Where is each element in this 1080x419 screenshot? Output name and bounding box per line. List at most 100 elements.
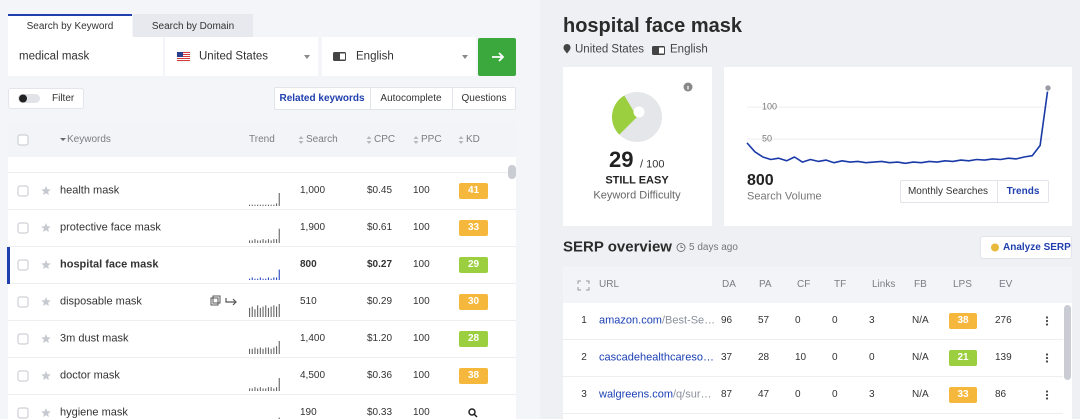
mode-tab[interactable]: Related keywords — [279, 93, 365, 104]
volume-toggle-separator — [997, 181, 998, 202]
dropdown-arrow — [462, 55, 468, 59]
keyword[interactable]: hospital face mask — [60, 258, 159, 271]
sort-icon — [413, 141, 419, 144]
row-menu-dot[interactable] — [1045, 316, 1049, 319]
keyword-row[interactable] — [8, 395, 516, 419]
serp-rank: 1 — [581, 315, 587, 326]
cpc: $1.20 — [367, 333, 393, 344]
language-value[interactable]: English — [356, 50, 394, 63]
favorite-star[interactable] — [41, 260, 51, 269]
filter-label[interactable]: Filter — [52, 93, 75, 104]
column-header[interactable]: KD — [466, 134, 480, 145]
open-icon[interactable] — [225, 298, 237, 306]
column-header[interactable]: CPC — [374, 134, 396, 145]
copy-icon[interactable] — [210, 297, 219, 306]
favorite-star[interactable] — [41, 223, 51, 232]
keyword[interactable]: disposable mask — [60, 295, 142, 308]
analyze-serp-button[interactable] — [980, 236, 1072, 259]
keyword[interactable]: 3m dust mask — [60, 332, 129, 345]
checkbox[interactable] — [17, 333, 29, 345]
mode-tab[interactable]: Questions — [461, 93, 507, 104]
kd-search-icon[interactable] — [468, 408, 476, 416]
location-value[interactable]: United States — [199, 50, 269, 63]
checkbox[interactable] — [17, 407, 29, 419]
column-header[interactable]: PPC — [421, 134, 442, 145]
keyword[interactable]: doctor mask — [60, 369, 120, 382]
keyword-input-value[interactable]: medical mask — [19, 50, 90, 63]
row-menu-dot[interactable] — [1045, 323, 1049, 326]
checkbox[interactable] — [17, 296, 29, 308]
keyword[interactable]: hygiene mask — [60, 406, 128, 419]
sort-icon — [413, 136, 419, 139]
lps-value: 38 — [957, 315, 969, 326]
kd-value: 38 — [467, 370, 480, 381]
row-menu-dot[interactable] — [1045, 319, 1049, 323]
tab[interactable] — [8, 14, 132, 37]
keyword-title: hospital face mask — [563, 15, 742, 37]
serp-domain[interactable]: cascadehealthcareso… — [599, 351, 714, 364]
checkbox[interactable] — [17, 185, 29, 197]
filter-button[interactable] — [8, 88, 84, 109]
row-menu-dot[interactable] — [1045, 393, 1049, 397]
keyword-row[interactable] — [8, 247, 516, 284]
trend-bar — [265, 347, 267, 354]
serp-path[interactable]: /Best-Se… — [661, 314, 716, 327]
language-select[interactable] — [322, 37, 476, 76]
analyze-serp-label[interactable]: Analyze SERP — [1003, 242, 1071, 253]
keyword-row[interactable] — [8, 321, 516, 358]
keyword[interactable]: health mask — [60, 184, 120, 197]
location-select[interactable] — [165, 37, 318, 76]
checkbox[interactable] — [17, 370, 29, 382]
cpc: $0.36 — [367, 370, 393, 381]
tab-label[interactable]: Search by Domain — [151, 21, 235, 32]
kd-badge — [459, 294, 488, 310]
lps-badge — [949, 313, 977, 329]
keyword-row[interactable] — [8, 284, 516, 321]
tab[interactable] — [133, 14, 253, 37]
keyword[interactable]: protective face mask — [60, 221, 161, 234]
serp-domain[interactable]: walgreens.com — [599, 388, 673, 401]
checkbox[interactable] — [17, 259, 29, 271]
volume-toggle-button[interactable]: Monthly Searches — [907, 185, 989, 197]
keyword-row[interactable] — [8, 358, 516, 395]
location-pin — [563, 44, 571, 54]
trend-bar — [262, 239, 264, 243]
favorite-star[interactable] — [41, 408, 51, 417]
trend-bar — [273, 239, 275, 243]
row-menu-dot[interactable] — [1045, 390, 1049, 393]
column-header[interactable]: Keywords — [67, 134, 111, 145]
trend-bar — [265, 204, 267, 206]
volume-toggle-button[interactable]: Trends — [1006, 185, 1040, 197]
favorite-star[interactable] — [41, 186, 51, 195]
trend-bar — [262, 278, 264, 280]
serp-url[interactable]: cascadehealthcareso… — [599, 351, 714, 364]
trend-bar — [265, 305, 267, 317]
row-menu-dot[interactable] — [1045, 353, 1049, 356]
column-header[interactable]: Search — [306, 134, 338, 145]
ppc: 100 — [413, 333, 430, 344]
checkbox[interactable] — [17, 222, 29, 234]
tab-label[interactable]: Search by Keyword — [26, 21, 114, 32]
trend-bar — [249, 240, 251, 243]
favorite-star[interactable] — [41, 297, 51, 306]
checkbox[interactable] — [17, 134, 29, 146]
serp-path[interactable]: /q/sur… — [672, 388, 712, 401]
serp-row — [563, 340, 1063, 377]
column-header[interactable]: Trend — [249, 134, 275, 145]
serp-domain[interactable]: amazon.com — [599, 314, 662, 327]
serp-url[interactable]: walgreens.com/q/sur… — [599, 388, 712, 401]
trend-bar — [273, 347, 275, 354]
row-menu-dot[interactable] — [1045, 356, 1049, 360]
difficulty-label: STILL EASY — [605, 174, 669, 187]
keyword-input[interactable] — [8, 37, 163, 76]
mode-tab[interactable]: Autocomplete — [380, 93, 442, 104]
keyword-row[interactable] — [8, 173, 516, 210]
keyword-row[interactable] — [8, 210, 516, 247]
trend-bar — [257, 348, 259, 354]
favorite-star[interactable] — [41, 334, 51, 343]
row-menu-dot[interactable] — [1045, 397, 1049, 400]
favorite-star[interactable] — [41, 371, 51, 380]
serp-url[interactable]: amazon.com/Best-Se… — [599, 314, 716, 327]
filter-toggle-knob — [19, 94, 27, 103]
row-menu-dot[interactable] — [1045, 360, 1049, 363]
